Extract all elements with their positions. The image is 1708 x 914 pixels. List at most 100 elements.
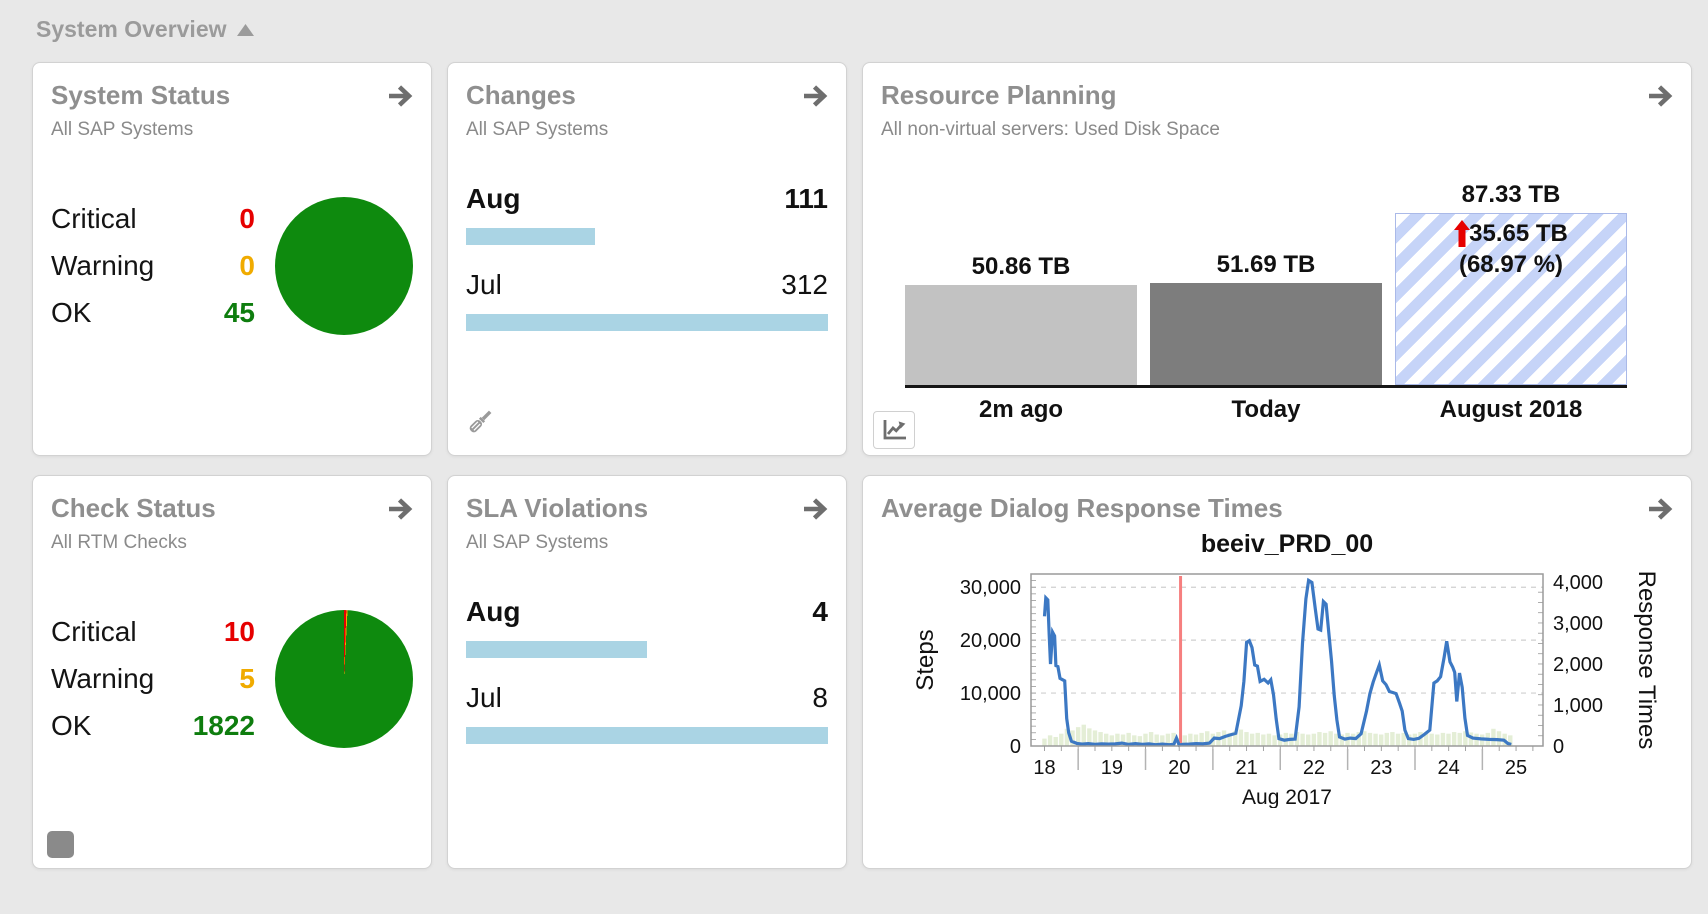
status-label: Critical: [51, 615, 137, 647]
status-label: Warning: [51, 662, 155, 694]
tile-system-status[interactable]: System Status All SAP Systems Critical 0…: [32, 62, 432, 456]
bar-row-jul: Jul 8: [466, 682, 828, 714]
navigate-arrow-icon[interactable]: [385, 83, 415, 109]
delta-value: 35.65 TB: [1469, 220, 1568, 247]
navigate-arrow-icon[interactable]: [800, 496, 830, 522]
svg-text:20,000: 20,000: [960, 630, 1021, 652]
navigate-arrow-icon[interactable]: [1645, 83, 1675, 109]
trend-up-arrow-icon: [1454, 220, 1471, 247]
delta-percent: (68.97 %): [1458, 251, 1564, 278]
navigate-arrow-icon[interactable]: [385, 496, 415, 522]
dialog-response-line-chart: beeiv_PRD_00 0 10,000 20,000 30,000 Steps 0 1,0…: [912, 530, 1660, 808]
svg-text:30,000: 30,000: [960, 577, 1021, 599]
bar-value-label: 50.86 TB: [971, 253, 1071, 280]
chart-baseline: [905, 385, 1627, 388]
bar-row-label: Jul: [466, 269, 502, 300]
navigate-arrow-icon[interactable]: [800, 83, 830, 109]
bar-row-jul: Jul 312: [466, 269, 828, 301]
bar-column-today: 51.69 TB: [1150, 149, 1382, 385]
svg-text:24: 24: [1438, 757, 1460, 779]
status-value: 5: [239, 662, 255, 694]
bar-row-value: 111: [784, 183, 828, 214]
svg-text:18: 18: [1033, 757, 1055, 779]
bar-row-value: 4: [812, 596, 828, 627]
system-status-pie-chart: [275, 196, 413, 335]
section-title: System Overview: [36, 16, 227, 42]
svg-text:23: 23: [1370, 757, 1392, 779]
status-summary: Critical 10 Warning 5 OK 1822: [51, 608, 413, 749]
bar-august-2018-forecast: 35.65 TB (68.97 %): [1395, 213, 1627, 385]
aug-bar: [466, 228, 595, 245]
sla-bar-list: Aug 4 Jul 8: [466, 596, 828, 744]
status-value: 0: [239, 202, 255, 234]
svg-text:4,000: 4,000: [1553, 572, 1603, 594]
tile-dialog-response-times[interactable]: Average Dialog Response Times beeiv_PRD_…: [862, 475, 1692, 869]
tile-sla-violations[interactable]: SLA Violations All SAP Systems Aug 4 Jul…: [447, 475, 847, 869]
status-summary: Critical 0 Warning 0 OK 45: [51, 195, 413, 336]
status-label: Warning: [51, 249, 155, 281]
bar-row-value: 8: [812, 682, 828, 713]
tile-changes[interactable]: Changes All SAP Systems Aug 111 Jul 312: [447, 62, 847, 456]
bar-axis-label: 2m ago: [978, 396, 1064, 423]
bar-row-label: Jul: [466, 682, 502, 713]
bar-value-label: 51.69 TB: [1216, 251, 1316, 278]
status-label: OK: [51, 709, 92, 741]
bar-row-aug: Aug 111: [466, 183, 828, 215]
svg-text:3,000: 3,000: [1553, 613, 1603, 635]
status-value: 1822: [192, 709, 255, 741]
tile-subtitle: All RTM Checks: [51, 532, 187, 553]
svg-text:beeiv_PRD_00: beeiv_PRD_00: [1201, 530, 1373, 558]
tile-check-status[interactable]: Check Status All RTM Checks Critical 10 …: [32, 475, 432, 869]
svg-text:22: 22: [1303, 757, 1325, 779]
bar-today: [1150, 283, 1382, 385]
svg-text:0: 0: [1010, 736, 1021, 758]
tile-title: SLA Violations: [466, 493, 649, 523]
svg-text:Aug 2017: Aug 2017: [1242, 786, 1332, 808]
svg-text:19: 19: [1101, 757, 1123, 779]
svg-text:1,000: 1,000: [1553, 695, 1603, 717]
bar-row-aug: Aug 4: [466, 596, 828, 628]
bar-row-label: Aug: [466, 596, 521, 627]
bar-2m-ago: [905, 285, 1137, 385]
svg-text:2,000: 2,000: [1553, 654, 1603, 676]
status-label: OK: [51, 296, 92, 328]
tile-title: Changes: [466, 80, 576, 110]
forecast-annotation: 35.65 TB (68.97 %): [1396, 214, 1626, 280]
status-value: 0: [239, 249, 255, 281]
status-row-ok: OK 1822: [51, 702, 255, 749]
bar-axis-label: August 2018: [1439, 396, 1583, 423]
status-row-warning: Warning 5: [51, 655, 255, 702]
tile-subtitle: All SAP Systems: [466, 119, 609, 140]
bar-value-label: 87.33 TB: [1461, 181, 1561, 208]
tile-title: Resource Planning: [881, 80, 1117, 110]
disk-space-bar-chart: 50.86 TB 51.69 TB 87.33 TB: [905, 149, 1627, 424]
tile-grid: System Status All SAP Systems Critical 0…: [32, 62, 1692, 869]
status-row-critical: Critical 10: [51, 608, 255, 655]
svg-text:21: 21: [1235, 757, 1257, 779]
tile-resource-planning[interactable]: Resource Planning All non-virtual server…: [862, 62, 1692, 456]
navigate-arrow-icon[interactable]: [1645, 496, 1675, 522]
svg-text:0: 0: [1553, 736, 1564, 758]
svg-text:20: 20: [1168, 757, 1190, 779]
status-value: 45: [223, 296, 255, 328]
legend-square-icon[interactable]: [47, 831, 74, 858]
tile-subtitle: All SAP Systems: [51, 119, 194, 140]
bar-row-value: 312: [781, 269, 828, 300]
status-label: Critical: [51, 202, 137, 234]
check-status-pie-chart: [275, 609, 413, 748]
svg-text:10,000: 10,000: [960, 683, 1021, 705]
bar-column-2m-ago: 50.86 TB: [905, 149, 1137, 385]
jul-bar: [466, 727, 828, 744]
tile-subtitle: All non-virtual servers: Used Disk Space: [881, 119, 1220, 140]
tile-title: Average Dialog Response Times: [881, 493, 1283, 523]
screwdriver-icon[interactable]: [464, 406, 496, 443]
status-value: 10: [223, 615, 255, 647]
collapse-icon[interactable]: [236, 23, 254, 36]
bar-row-label: Aug: [466, 183, 521, 214]
section-header[interactable]: System Overview: [36, 16, 254, 43]
status-row-critical: Critical 0: [51, 195, 255, 242]
changes-bar-list: Aug 111 Jul 312: [466, 183, 828, 331]
bar-axis-label: Today: [1231, 396, 1301, 423]
trend-chart-icon[interactable]: [873, 411, 915, 449]
tile-title: Check Status: [51, 493, 216, 523]
